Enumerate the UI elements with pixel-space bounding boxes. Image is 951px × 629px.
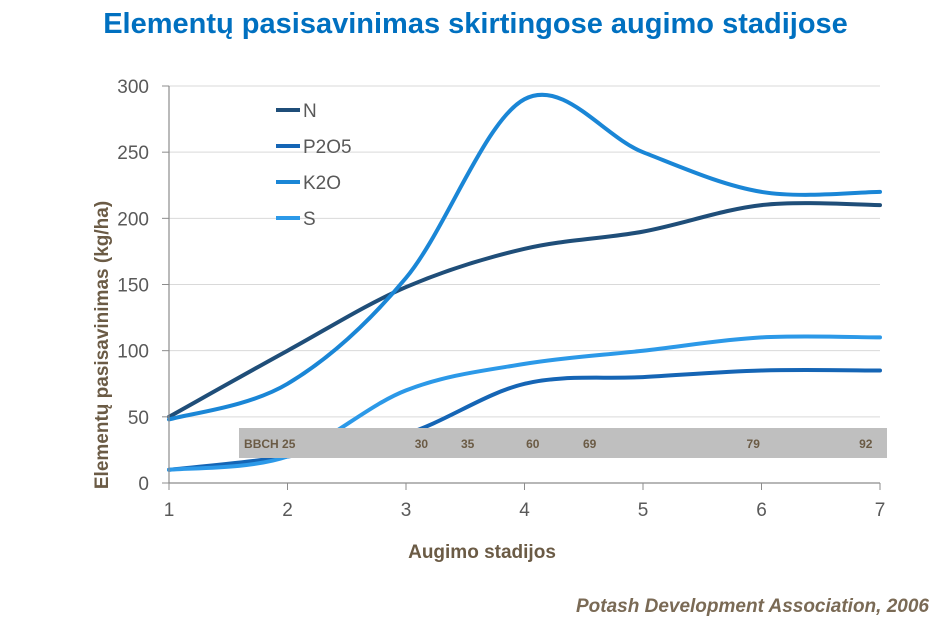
bbch-band: BBCH 25 30 35 60 69 79 92 bbox=[239, 428, 887, 458]
legend-label-k2o: K2O bbox=[303, 173, 341, 194]
legend-label-s: S bbox=[303, 209, 316, 230]
gridlines bbox=[169, 85, 880, 418]
legend: N P2O5 K2O S bbox=[276, 101, 352, 230]
x-tick-label: 5 bbox=[638, 500, 649, 521]
x-tick-label: 6 bbox=[756, 500, 767, 521]
bbch-label: BBCH 25 bbox=[244, 437, 296, 451]
bbch-label: 30 bbox=[415, 437, 429, 451]
y-tick-label: 50 bbox=[128, 408, 149, 429]
y-axis-title: Elementų pasisavinimas (kg/ha) bbox=[92, 201, 113, 489]
x-tick-label: 2 bbox=[282, 500, 293, 521]
y-tick-label: 200 bbox=[117, 209, 149, 230]
bbch-label: 79 bbox=[747, 437, 761, 451]
y-tick-label: 100 bbox=[117, 342, 149, 363]
y-tick-label: 300 bbox=[117, 77, 149, 98]
axes: 0 50 100 150 200 250 300 1 2 3 4 5 6 7 bbox=[117, 77, 885, 521]
source-note: Potash Development Association, 2006 bbox=[575, 596, 929, 617]
y-tick-label: 250 bbox=[117, 143, 149, 164]
legend-label-p2o5: P2O5 bbox=[303, 137, 352, 158]
x-tick-label: 1 bbox=[164, 500, 175, 521]
y-tick-label: 0 bbox=[138, 474, 149, 495]
bbch-label: 69 bbox=[583, 437, 597, 451]
bbch-label: 92 bbox=[859, 437, 873, 451]
x-tick-label: 7 bbox=[875, 500, 886, 521]
x-axis-title: Augimo stadijos bbox=[408, 542, 556, 563]
series-line-k2o bbox=[167, 92, 882, 422]
bbch-label: 35 bbox=[461, 437, 475, 451]
series-lines bbox=[167, 92, 882, 472]
bbch-band-rect bbox=[239, 428, 887, 458]
bbch-label: 60 bbox=[526, 437, 540, 451]
x-tick-label: 4 bbox=[519, 500, 530, 521]
y-tick-label: 150 bbox=[117, 276, 149, 297]
legend-label-n: N bbox=[303, 101, 317, 122]
x-tick-label: 3 bbox=[401, 500, 412, 521]
chart-title: Elementų pasisavinimas skirtingose augim… bbox=[103, 8, 848, 40]
series-line-n bbox=[167, 201, 882, 419]
